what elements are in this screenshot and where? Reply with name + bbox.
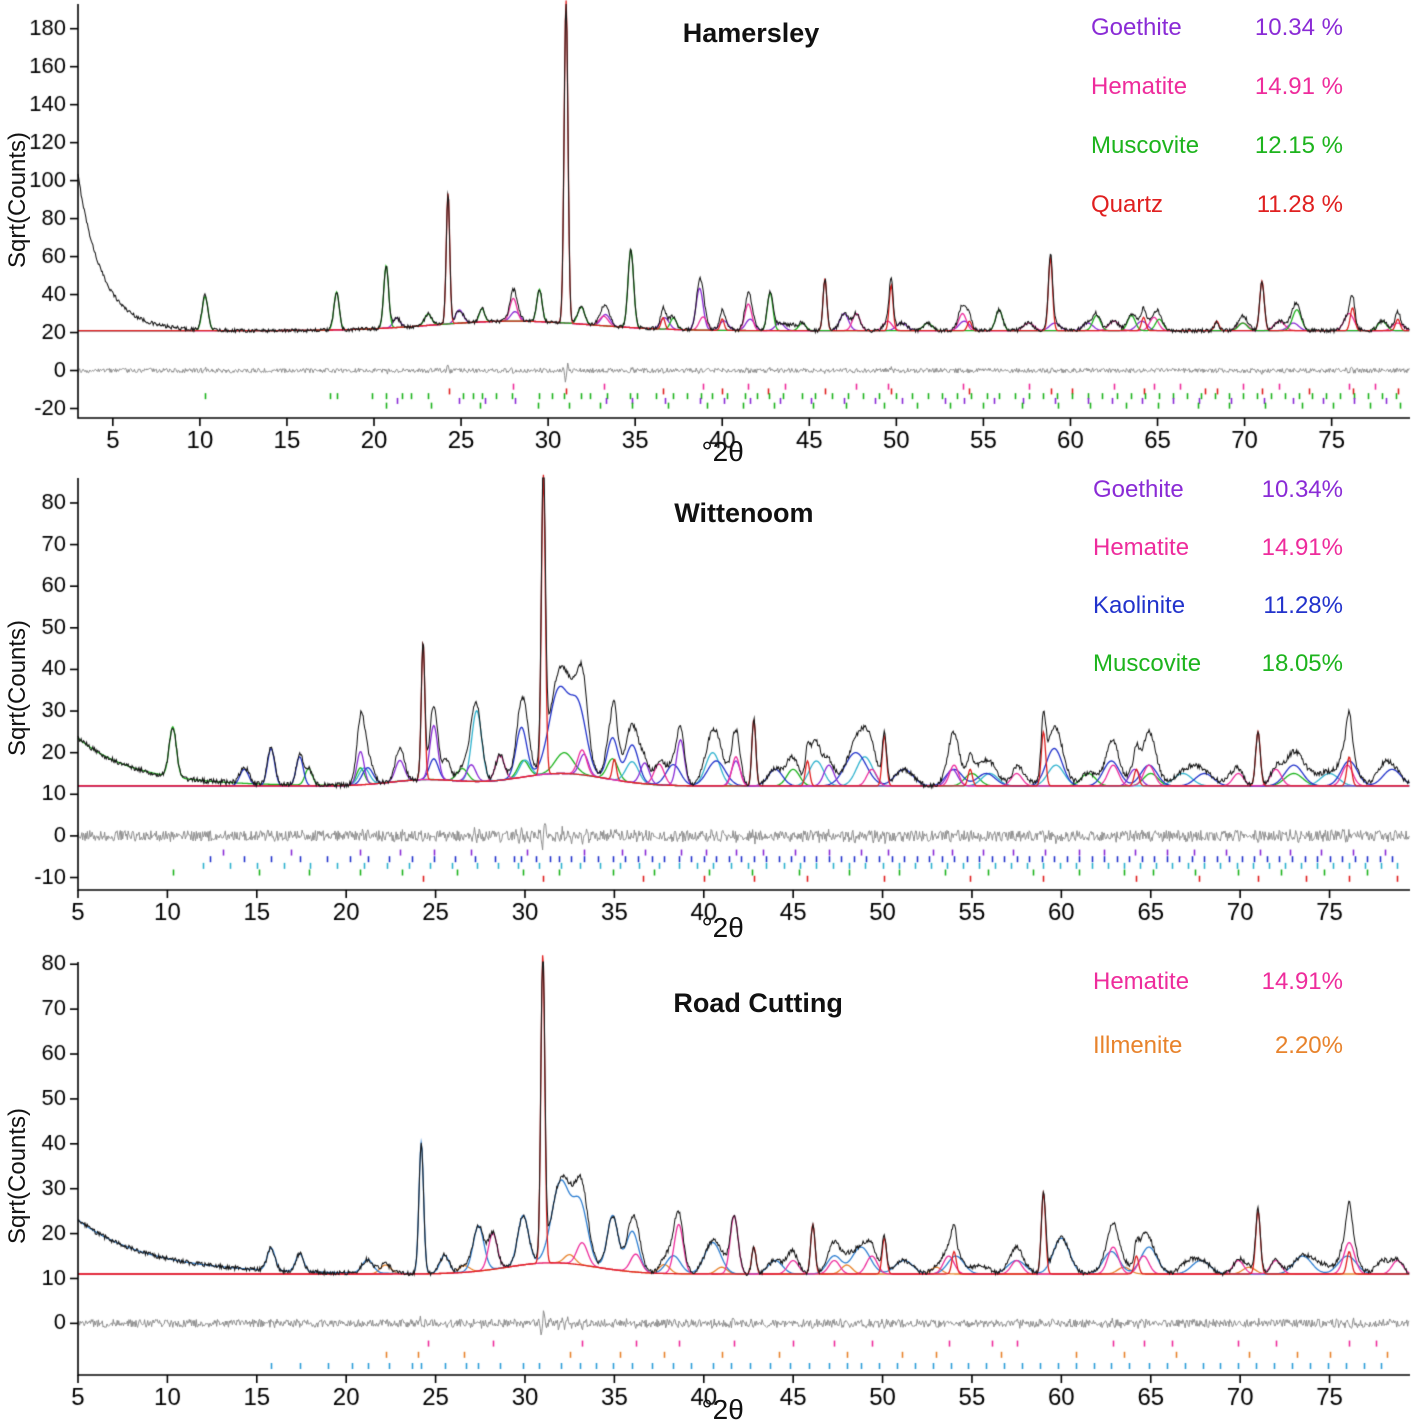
x-axis-label: °2θ [701,436,744,467]
panel-title: Hamersley [682,18,820,48]
legend-item: Illmenite 2.20% [1093,1032,1343,1060]
phase-name: Kaolinite [1093,592,1186,619]
phase-percentage: 14.91% [1261,968,1343,995]
panel-title: Wittenoom [674,498,814,528]
phase-legend: Hematite 14.91% Illmenite 2.20% [1093,968,1343,1060]
phase-name: Muscovite [1091,132,1200,159]
xrd-plot-canvas-wittenoom [0,470,1417,950]
legend-item: Hematite 14.91% [1093,534,1343,562]
y-axis-label: Sqrt(Counts) [4,1107,31,1245]
legend-item: Hematite 14.91% [1093,968,1343,996]
legend-item: Goethite 10.34 % [1091,14,1343,42]
phase-legend: Goethite 10.34% Hematite 14.91% Kaolinit… [1093,476,1343,678]
legend-item: Hematite 14.91 % [1091,73,1343,101]
phase-name: Illmenite [1093,1032,1183,1059]
phase-percentage: 11.28% [1263,592,1343,619]
phase-name: Goethite [1091,14,1182,41]
phase-percentage: 14.91% [1261,534,1343,561]
phase-name: Hematite [1093,968,1190,995]
phase-percentage: 12.15 % [1254,132,1343,159]
legend-item: Quartz 11.28 % [1091,191,1343,219]
xrd-panel-hamersley: Hamersley Sqrt(Counts) °2θ Goethite 10.3… [0,0,1417,470]
phase-legend: Goethite 10.34 % Hematite 14.91 % Muscov… [1091,14,1343,219]
phase-percentage: 2.20% [1274,1032,1343,1059]
phase-name: Muscovite [1093,650,1202,677]
phase-name: Hematite [1093,534,1190,561]
phase-percentage: 10.34% [1261,476,1343,503]
y-axis-label: Sqrt(Counts) [4,131,31,269]
phase-percentage: 10.34 % [1254,14,1343,41]
xrd-panel-road-cutting: Road Cutting Sqrt(Counts) °2θ Hematite 1… [0,950,1417,1428]
phase-name: Goethite [1093,476,1184,503]
x-axis-label: °2θ [701,1394,744,1425]
phase-name: Hematite [1091,73,1188,100]
phase-name: Quartz [1091,191,1164,218]
panel-title: Road Cutting [673,988,843,1018]
y-axis-label: Sqrt(Counts) [4,619,31,757]
xrd-panel-wittenoom: Wittenoom Sqrt(Counts) °2θ Goethite 10.3… [0,470,1417,950]
legend-item: Muscovite 18.05% [1093,650,1343,678]
phase-percentage: 18.05% [1261,650,1343,677]
phase-percentage: 14.91 % [1254,73,1343,100]
x-axis-label: °2θ [701,912,744,943]
legend-item: Kaolinite 11.28% [1093,592,1343,620]
phase-percentage: 11.28 % [1256,191,1343,218]
legend-item: Muscovite 12.15 % [1091,132,1343,160]
legend-item: Goethite 10.34% [1093,476,1343,504]
xrd-plot-canvas-road-cutting [0,950,1417,1428]
xrd-plot-canvas-hamersley [0,0,1417,470]
